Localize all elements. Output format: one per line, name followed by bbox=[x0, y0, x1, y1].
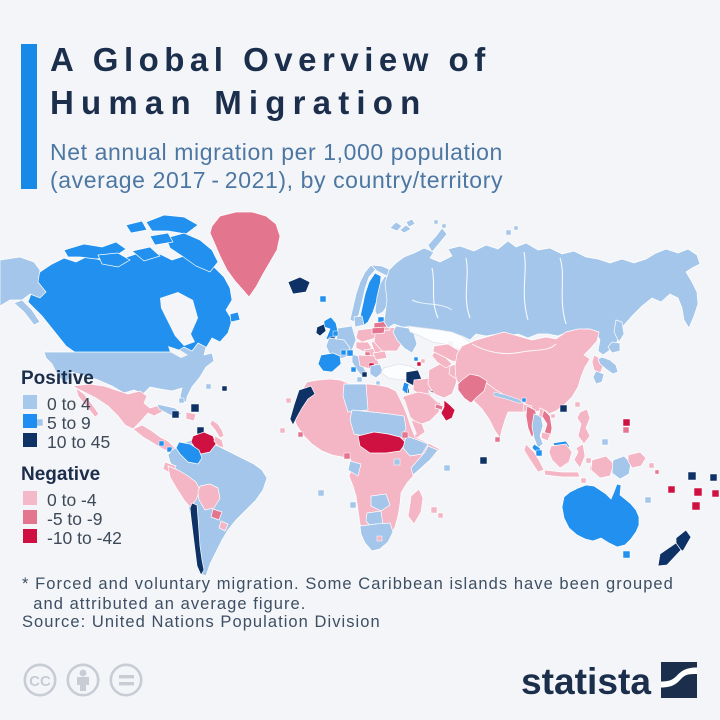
svg-text:CC: CC bbox=[29, 673, 51, 690]
svg-text:statista: statista bbox=[521, 662, 651, 702]
